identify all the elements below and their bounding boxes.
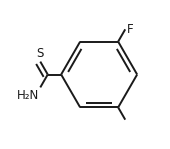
Text: H₂N: H₂N [17,89,39,102]
Text: S: S [36,47,43,60]
Text: F: F [127,23,134,36]
